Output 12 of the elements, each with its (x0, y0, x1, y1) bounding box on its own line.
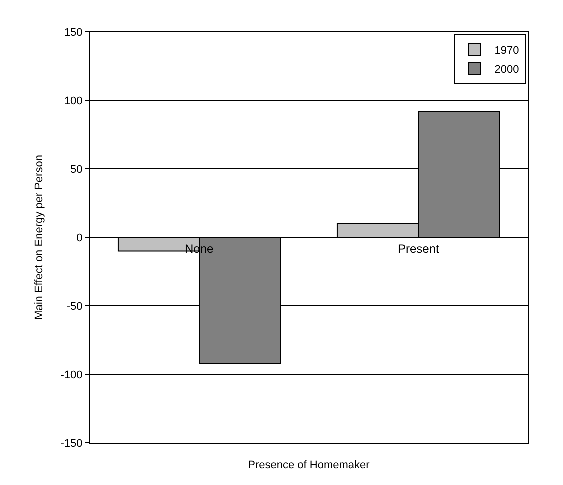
legend-label: 2000 (494, 64, 520, 76)
y-tick-label: 100 (64, 95, 83, 108)
legend-label: 1970 (494, 44, 520, 57)
y-axis-title: Main Effect on Energy per Person (33, 155, 46, 320)
y-tick-label: -50 (66, 300, 83, 313)
y-tick-label: 0 (76, 232, 83, 244)
y-tick-label: 50 (70, 164, 83, 176)
y-tick-label: 150 (64, 26, 83, 39)
y-tick-label: -150 (60, 438, 83, 450)
y-tick-label: -100 (60, 369, 83, 382)
x-tick-label: Present (398, 242, 440, 256)
x-axis-title: Presence of Homemaker (248, 460, 370, 472)
